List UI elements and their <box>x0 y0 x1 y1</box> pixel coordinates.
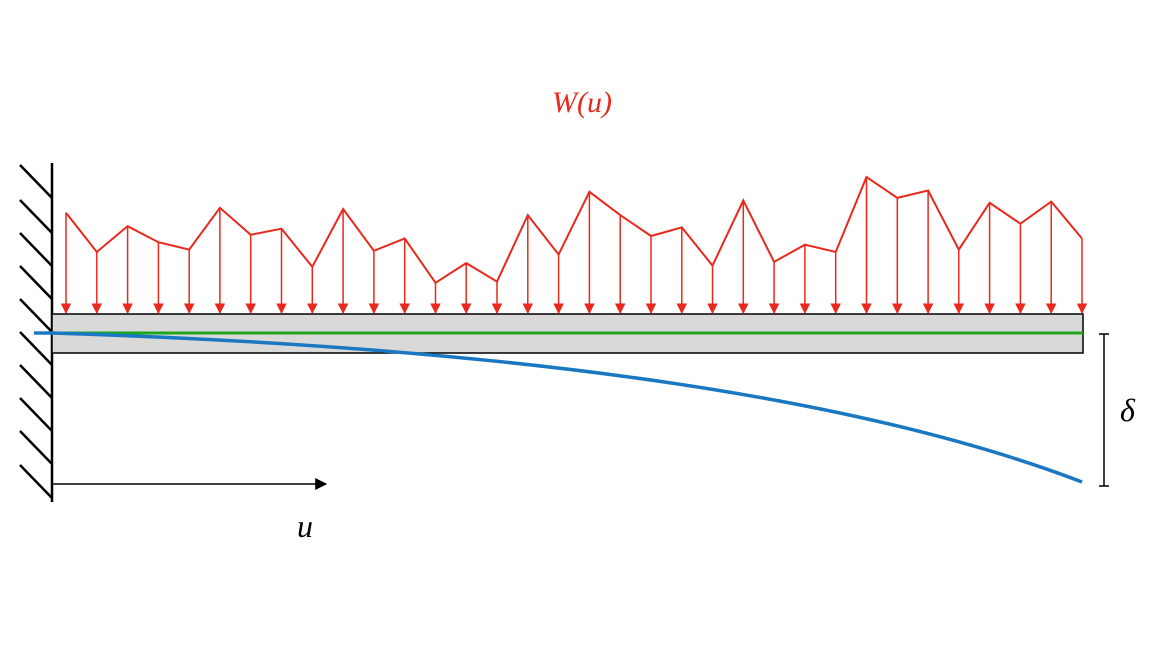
deflection-label: δ <box>1120 392 1135 428</box>
hatch-line <box>19 298 53 333</box>
deflection-dimension-bracket <box>1099 333 1109 487</box>
hatch-line <box>19 164 53 199</box>
hatch-line <box>19 364 53 399</box>
load-profile-line <box>65 175 1083 285</box>
hatch-line <box>19 232 53 267</box>
wall-hatching <box>19 164 53 499</box>
deflected-beam-curve <box>34 331 1083 484</box>
hatch-line <box>19 430 53 465</box>
position-variable-label: u <box>297 508 313 544</box>
distributed-load <box>60 175 1088 315</box>
hatch-line <box>19 397 53 432</box>
load-function-label: W(u) <box>552 86 612 119</box>
hatch-line <box>19 464 53 499</box>
hatch-line <box>19 265 53 300</box>
hatch-line <box>19 199 53 234</box>
hatch-line <box>19 331 53 366</box>
